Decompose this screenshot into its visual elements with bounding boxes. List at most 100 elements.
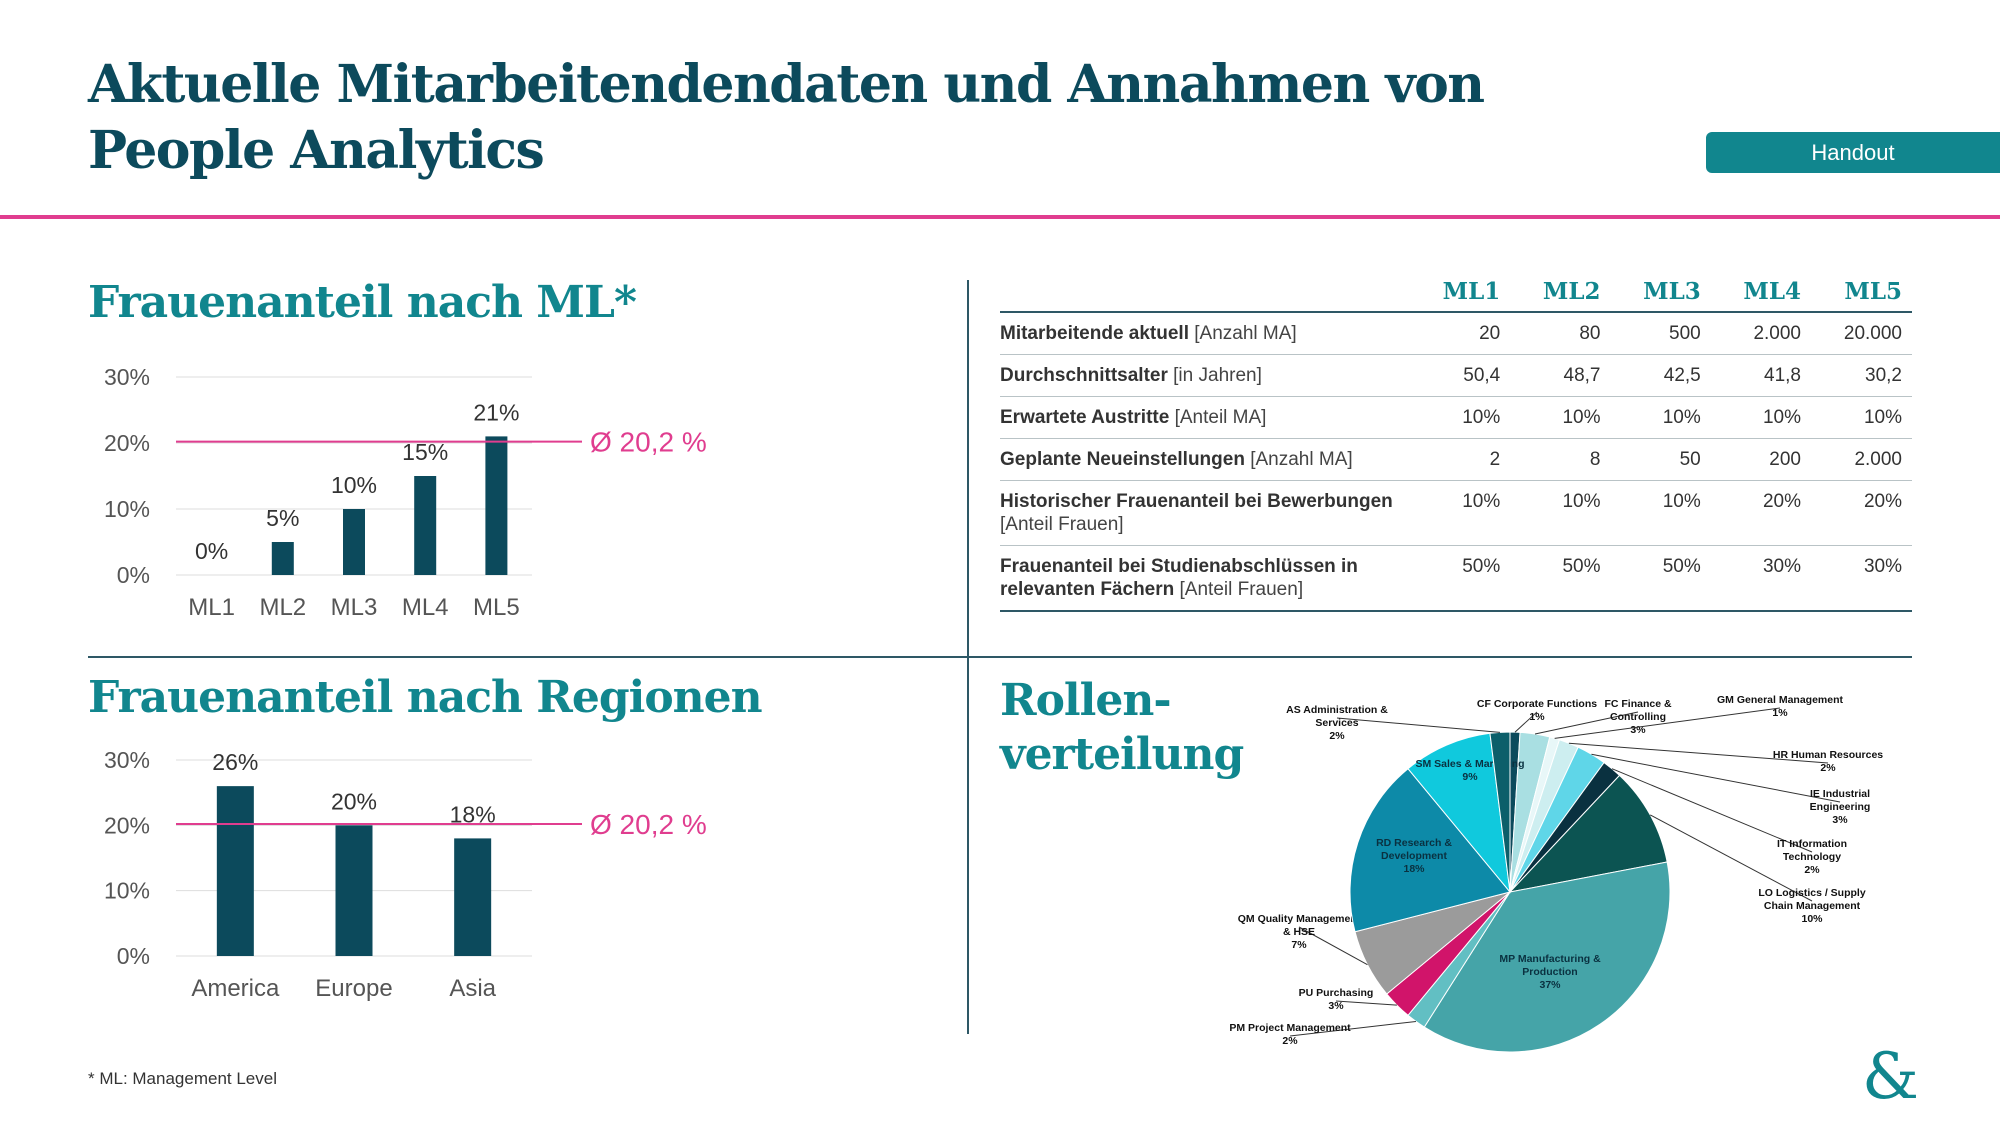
table-cell: 20.000 [1811, 312, 1912, 355]
page-title: Aktuelle Mitarbeitendendaten und Annahme… [88, 54, 1485, 181]
slice-label: MP Manufacturing & Production 37% [1499, 953, 1601, 991]
leader-line [1554, 707, 1781, 739]
slice-label: FC Finance & Controlling 3% [1604, 698, 1672, 736]
x-tick-label: ML4 [402, 594, 449, 621]
leader-line [1568, 742, 1829, 764]
slice-label: AS Administration & Services 2% [1286, 704, 1388, 742]
data-label: 21% [473, 399, 519, 425]
leader-line [1514, 711, 1538, 733]
roles-pie-chart: CF Corporate Functions 1% FC Finance & Cont… [1229, 694, 1883, 1053]
table-header-empty [1000, 276, 1410, 313]
table-cell: 10% [1510, 396, 1611, 439]
row-label: Geplante Neueinstellungen [Anzahl MA] [1000, 438, 1410, 481]
bar [335, 825, 373, 956]
table-cell: 10% [1811, 396, 1912, 439]
row-unit: [Anteil MA] [1174, 407, 1267, 428]
row-label-text: Frauenanteil bei Studienabschlüssen in r… [1000, 556, 1358, 600]
leader-line [1289, 1020, 1417, 1037]
slice-label: QM Quality Management & HSE 7% [1238, 913, 1361, 951]
table-cell: 20% [1811, 480, 1912, 546]
pie-slice [1349, 768, 1511, 933]
y-tick-label: 30% [104, 364, 150, 390]
table-cell: 500 [1610, 312, 1711, 355]
table-cell: 20% [1710, 480, 1811, 546]
row-label-text: Mitarbeitende aktuell [1000, 323, 1189, 344]
footnote: * ML: Management Level [88, 1069, 277, 1088]
table-row: Durchschnittsalter [in Jahren] 50,4 48,7… [1000, 354, 1912, 397]
average-label: Ø 20,2 % [590, 427, 707, 458]
leader-line [1534, 711, 1639, 735]
pie-slice [1489, 731, 1511, 893]
data-label: 0% [195, 538, 228, 564]
x-tick-label: Europe [315, 975, 392, 1002]
leader-line [1649, 814, 1813, 902]
table-cell: 30% [1811, 545, 1912, 612]
table-cell: 20 [1410, 312, 1511, 355]
handout-badge: Handout [1706, 132, 2000, 173]
table-cell: 48,7 [1510, 354, 1611, 397]
y-tick-label: 10% [104, 496, 150, 522]
y-tick-label: 0% [117, 562, 150, 588]
row-label-text: Erwartete Austritte [1000, 407, 1170, 428]
regions-chart-title: Frauenanteil nach Regionen [88, 672, 763, 723]
data-label: 15% [402, 439, 448, 465]
data-label: 5% [266, 505, 299, 531]
table-header-cell: ML2 [1510, 276, 1611, 313]
row-unit: [Anzahl MA] [1194, 323, 1297, 344]
leader-line [1335, 1000, 1397, 1006]
table-row: Frauenanteil bei Studienabschlüssen in r… [1000, 545, 1912, 612]
row-label-text: Historischer Frauenanteil bei Bewerbunge… [1000, 491, 1393, 512]
table-header-cell: ML3 [1610, 276, 1711, 313]
table-cell: 10% [1510, 480, 1611, 546]
table-row: Mitarbeitende aktuell [Anzahl MA] 20 80 … [1000, 312, 1912, 355]
leader-line [1591, 753, 1841, 803]
table-cell: 41,8 [1710, 354, 1811, 397]
data-label: 10% [331, 472, 377, 498]
bar [454, 838, 492, 956]
table-cell: 42,5 [1610, 354, 1711, 397]
horizontal-divider [88, 656, 1912, 658]
table-cell: 8 [1510, 438, 1611, 481]
leader-line [1611, 768, 1813, 853]
y-tick-label: 20% [104, 812, 150, 838]
x-tick-label: Asia [449, 975, 496, 1002]
slice-label: CF Corporate Functions 1% [1477, 698, 1597, 723]
leader-line [1298, 926, 1368, 966]
table-cell: 50% [1610, 545, 1711, 612]
table-cell: 2.000 [1710, 312, 1811, 355]
y-tick-label: 0% [117, 943, 150, 969]
slice-label: HR Human Resources 2% [1773, 749, 1883, 774]
table-cell: 10% [1610, 396, 1711, 439]
table-cell: 50% [1410, 545, 1511, 612]
slice-label: GM General Management 1% [1717, 694, 1844, 719]
table-header-cell: ML5 [1811, 276, 1912, 313]
y-tick-label: 30% [104, 747, 150, 773]
pie-slice [1407, 732, 1511, 894]
table-cell: 2.000 [1811, 438, 1912, 481]
employee-data-table: ML1 ML2 ML3 ML4 ML5 Mitarbeitende aktuel… [1000, 276, 1912, 612]
ml-chart-title: Frauenanteil nach ML* [88, 277, 637, 328]
table-cell: 50% [1510, 545, 1611, 612]
table-cell: 80 [1510, 312, 1611, 355]
bar [216, 786, 254, 956]
table-cell: 2 [1410, 438, 1511, 481]
slice-label: PU Purchasing 3% [1299, 987, 1374, 1012]
table-cell: 10% [1410, 480, 1511, 546]
table-cell: 30,2 [1811, 354, 1912, 397]
table-row: Geplante Neueinstellungen [Anzahl MA] 2 … [1000, 438, 1912, 481]
roles-title-line2: verteilung [1000, 729, 1244, 780]
table-row: Historischer Frauenanteil bei Bewerbunge… [1000, 480, 1912, 546]
table-cell: 30% [1710, 545, 1811, 612]
bar [271, 542, 294, 575]
table-header-cell: ML4 [1710, 276, 1811, 313]
slice-label: IT Information Technology 2% [1777, 838, 1847, 876]
data-label: 20% [331, 788, 377, 814]
header-divider [0, 215, 2000, 219]
row-unit: [Anzahl MA] [1250, 449, 1353, 470]
row-unit: [Anteil Frauen] [1179, 579, 1304, 600]
y-tick-label: 10% [104, 878, 150, 904]
y-tick-label: 20% [104, 430, 150, 456]
x-tick-label: ML1 [188, 594, 235, 621]
bar [414, 476, 437, 575]
row-label: Historischer Frauenanteil bei Bewerbunge… [1000, 480, 1410, 546]
